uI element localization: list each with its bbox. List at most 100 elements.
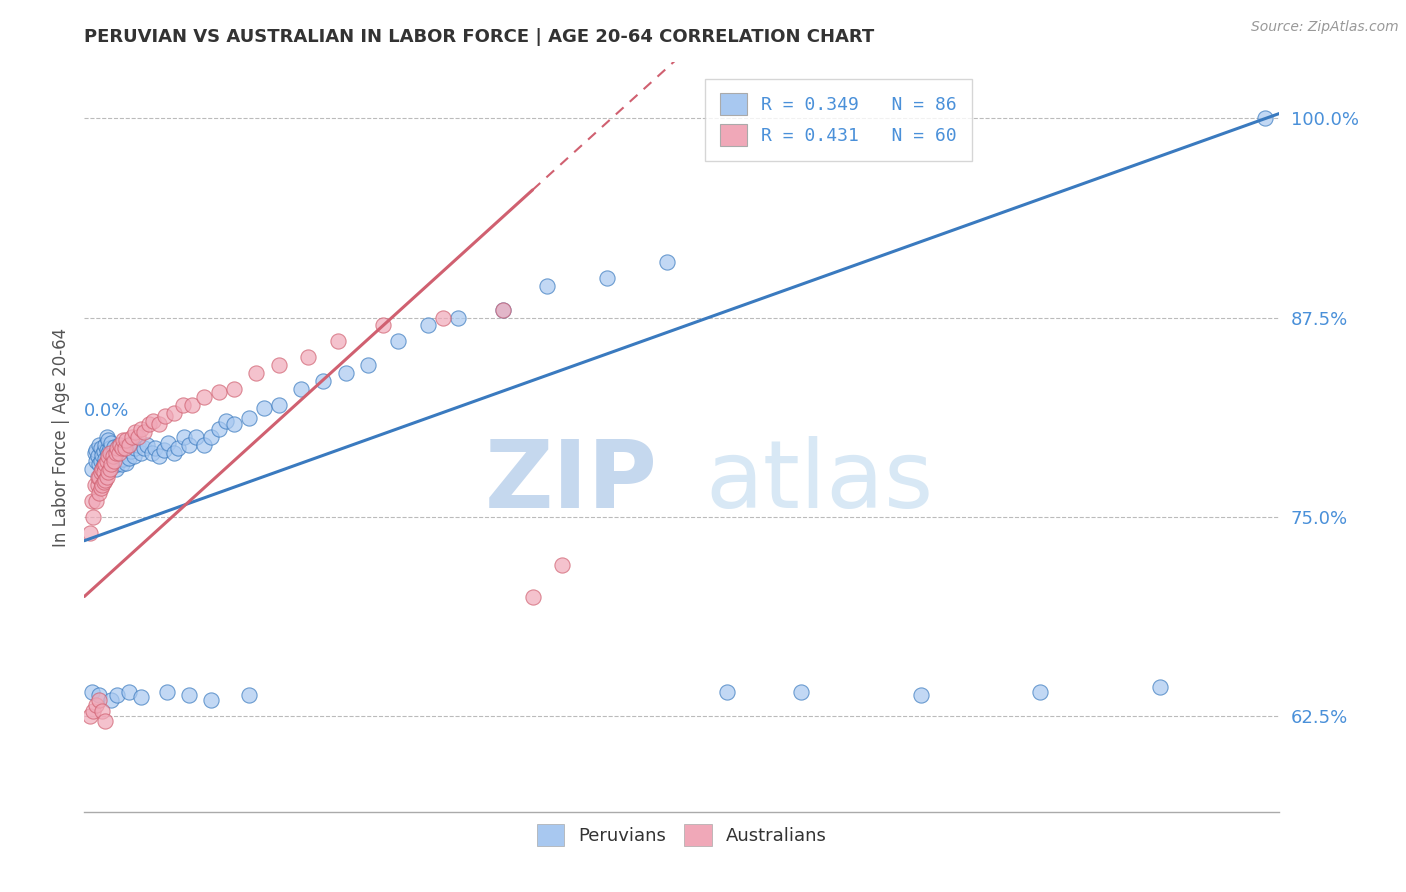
Point bbox=[267, 398, 290, 412]
Point bbox=[136, 438, 159, 452]
Legend: Peruvians, Australians: Peruvians, Australians bbox=[527, 815, 837, 855]
Point bbox=[98, 446, 121, 460]
Point bbox=[94, 464, 117, 478]
Point bbox=[121, 430, 143, 444]
Point bbox=[110, 449, 132, 463]
Point bbox=[93, 444, 115, 458]
Text: ZIP: ZIP bbox=[485, 436, 658, 528]
Point bbox=[93, 475, 115, 489]
Point bbox=[312, 374, 335, 388]
Point bbox=[94, 452, 117, 467]
Point bbox=[90, 465, 112, 479]
Point bbox=[163, 446, 186, 460]
Point bbox=[94, 714, 117, 728]
Point bbox=[215, 414, 238, 428]
Point bbox=[111, 457, 134, 471]
Point bbox=[80, 462, 103, 476]
Point bbox=[177, 689, 200, 703]
Point bbox=[115, 434, 138, 448]
Point bbox=[117, 442, 139, 456]
Point bbox=[551, 558, 574, 572]
Point bbox=[253, 401, 276, 416]
Point bbox=[238, 689, 260, 703]
Point bbox=[105, 442, 128, 456]
Point bbox=[112, 452, 135, 467]
Point bbox=[107, 446, 129, 460]
Point bbox=[118, 438, 141, 452]
Point bbox=[335, 367, 357, 381]
Point bbox=[122, 449, 145, 463]
Point bbox=[98, 462, 121, 476]
Point bbox=[96, 430, 118, 444]
Point bbox=[143, 442, 166, 456]
Point bbox=[103, 452, 125, 467]
Point bbox=[105, 457, 128, 471]
Point bbox=[80, 493, 103, 508]
Point bbox=[155, 685, 177, 699]
Point bbox=[328, 334, 350, 349]
Point bbox=[132, 442, 156, 456]
Point bbox=[89, 438, 111, 452]
Point bbox=[208, 422, 231, 436]
Point bbox=[91, 478, 114, 492]
Point bbox=[79, 525, 101, 540]
Point bbox=[148, 449, 170, 463]
Point bbox=[492, 302, 515, 317]
Point bbox=[82, 704, 104, 718]
Point bbox=[290, 382, 312, 396]
Point bbox=[96, 442, 118, 457]
Point bbox=[97, 446, 120, 460]
Point bbox=[104, 446, 127, 460]
Point bbox=[104, 448, 127, 462]
Point bbox=[1029, 685, 1052, 699]
Point bbox=[100, 693, 122, 707]
Point bbox=[103, 454, 125, 468]
Point bbox=[93, 458, 115, 473]
Point bbox=[193, 438, 215, 452]
Point bbox=[177, 438, 200, 452]
Point bbox=[100, 436, 122, 450]
Point bbox=[173, 430, 195, 444]
Point bbox=[86, 493, 108, 508]
Point bbox=[153, 409, 176, 424]
Point bbox=[89, 693, 111, 707]
Point bbox=[357, 359, 380, 373]
Point bbox=[94, 473, 117, 487]
Point bbox=[90, 481, 112, 495]
Point bbox=[83, 478, 105, 492]
Text: PERUVIAN VS AUSTRALIAN IN LABOR FORCE | AGE 20-64 CORRELATION CHART: PERUVIAN VS AUSTRALIAN IN LABOR FORCE | … bbox=[84, 28, 875, 45]
Point bbox=[163, 406, 186, 420]
Point bbox=[105, 689, 128, 703]
Point bbox=[111, 442, 134, 456]
Point bbox=[124, 425, 146, 440]
Point bbox=[387, 334, 409, 349]
Point bbox=[222, 382, 245, 396]
Point bbox=[118, 685, 141, 699]
Point bbox=[492, 302, 515, 317]
Point bbox=[97, 434, 120, 448]
Point bbox=[157, 436, 180, 450]
Point bbox=[267, 359, 290, 373]
Point bbox=[138, 417, 160, 432]
Text: Source: ZipAtlas.com: Source: ZipAtlas.com bbox=[1251, 20, 1399, 34]
Point bbox=[112, 434, 135, 448]
Point bbox=[90, 454, 112, 468]
Point bbox=[86, 454, 108, 468]
Point bbox=[245, 367, 267, 381]
Point bbox=[96, 454, 118, 468]
Point bbox=[91, 704, 114, 718]
Point bbox=[655, 254, 678, 268]
Point bbox=[89, 689, 111, 703]
Point bbox=[222, 417, 245, 432]
Point bbox=[129, 422, 152, 436]
Point bbox=[87, 470, 110, 484]
Point bbox=[87, 478, 110, 492]
Text: 0.0%: 0.0% bbox=[84, 402, 129, 420]
Point bbox=[181, 398, 204, 412]
Point bbox=[91, 462, 114, 476]
Y-axis label: In Labor Force | Age 20-64: In Labor Force | Age 20-64 bbox=[52, 327, 70, 547]
Point bbox=[80, 685, 103, 699]
Point bbox=[522, 590, 544, 604]
Point bbox=[91, 448, 114, 462]
Text: atlas: atlas bbox=[706, 436, 934, 528]
